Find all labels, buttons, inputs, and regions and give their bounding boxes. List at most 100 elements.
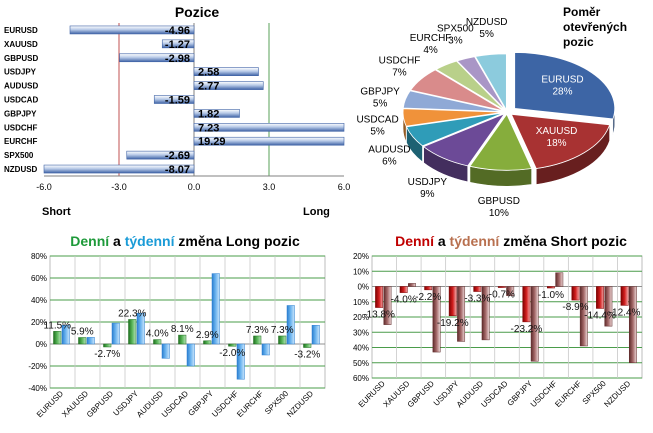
bar-eurchf [193, 136, 345, 146]
value-label: 2.58 [198, 67, 219, 79]
data-label: -3.2% [294, 350, 320, 361]
long-bars [53, 273, 320, 380]
daily-bar-xauusd [78, 337, 87, 345]
daily-bar-gbpjpy [203, 340, 212, 345]
x-tick-label: 6.0 [338, 182, 351, 192]
slice-name: USDCAD [356, 114, 398, 125]
daily-bar-nzdusd [620, 286, 629, 306]
slice-percent: 6% [382, 156, 397, 167]
weekly-bar-usdchf [236, 343, 245, 380]
bar-eurusd [69, 25, 195, 35]
weekly-bar-gbpjpy [530, 286, 539, 362]
daily-bar-xauusd [399, 286, 408, 293]
slice-usdchf [410, 69, 504, 112]
daily-bar-usdjpy [448, 286, 457, 317]
category-label: EURUSD [4, 26, 38, 35]
slice-name: GBPJPY [360, 86, 400, 97]
weekly-bar-eurchf [261, 343, 270, 356]
category-label: NZDUSD [602, 379, 632, 409]
slice-percent: 4% [423, 45, 438, 56]
weekly-bar-eurusd [61, 325, 70, 345]
y-tick-label: -20% [28, 362, 47, 371]
long-change-title: Denní a týdenní změna Long pozic [70, 233, 300, 249]
long-y-ticks: -40% -20% 0% 20% 40% 60% 80% [28, 252, 47, 393]
data-label: -2.7% [94, 349, 120, 360]
daily-bar-audusd [153, 339, 162, 345]
slice-nzdusd [474, 53, 507, 112]
x-tick-label: 3.0 [263, 182, 276, 192]
y-tick-label: 60% [353, 374, 369, 383]
weekly-bar-usdcad [186, 343, 195, 367]
positions-title: Pozice [175, 4, 220, 20]
short-change-title: Denní a týdenní změna Short pozic [395, 233, 627, 249]
weekly-bar-audusd [161, 343, 170, 359]
slice-eurusd [514, 52, 616, 120]
slice-name: SPX500 [437, 23, 474, 34]
data-label: 4.0% [146, 329, 169, 340]
daily-bar-usdcad [178, 334, 187, 345]
weekly-bar-gbpjpy [211, 273, 220, 345]
slice-gbpjpy [402, 90, 504, 112]
title-part: týdenní [125, 233, 176, 249]
bar-usdcad [153, 95, 195, 104]
daily-bar-gbpusd [103, 343, 112, 348]
data-label: -23.2% [511, 324, 543, 335]
title-part: a [109, 233, 125, 249]
data-label: 11.5% [43, 320, 71, 331]
data-label: 2.9% [196, 330, 219, 341]
positions-bars: -4.96 -1.27 -2.98 2.58 2.77 -1.59 1.82 7.23 19.2… [43, 25, 345, 176]
weekly-bar-usdjpy [136, 312, 145, 345]
category-label: NZDUSD [285, 389, 315, 419]
weekly-bar-eurchf [579, 286, 588, 347]
slice-percent: 28% [552, 86, 572, 97]
bar-usdchf [193, 123, 345, 132]
weekly-bar-eurusd [383, 286, 392, 325]
weekly-bar-xauusd [86, 337, 95, 345]
data-label: -3.3% [464, 294, 490, 305]
data-label: -2.2% [415, 292, 441, 303]
value-label: -4.96 [165, 25, 190, 37]
weekly-bar-gbpusd [432, 286, 441, 353]
title-part: a [434, 233, 450, 249]
category-label: EURCHF [553, 379, 583, 409]
data-label: -0.7% [489, 290, 515, 301]
weekly-bar-spx500 [604, 286, 613, 327]
slice-name: EURCHF [410, 33, 452, 44]
y-tick-label: 40% [353, 344, 369, 353]
long-change-chart: Denní a týdenní změna Long pozic -40% -20… [28, 233, 326, 420]
slice-name: XAUUSD [536, 126, 578, 137]
category-label: USDCAD [160, 389, 190, 419]
value-label: -2.69 [165, 150, 190, 162]
short-change-chart: Denní a týdenní změna Short pozic 20% 10%… [353, 233, 643, 410]
value-label: 7.23 [198, 122, 219, 134]
data-label: -1.0% [538, 290, 564, 301]
short-category-labels: EURUSDXAUUSDGBPUSDUSDJPYAUDUSDUSDCADGBPJ… [357, 379, 633, 410]
x-tick-label: -3.0 [111, 182, 127, 192]
slice-name: NZDUSD [466, 17, 508, 28]
slice-usdcad [402, 108, 504, 127]
slice-eurchf [435, 60, 505, 111]
slice-percent: 5% [479, 29, 494, 40]
daily-bar-spx500 [278, 335, 287, 345]
slice-name: USDJPY [408, 177, 448, 188]
category-label: EURCHF [4, 137, 37, 146]
value-label: -1.27 [165, 39, 190, 51]
short-data-labels: -13.8% -4.0%-2.2% -19.2% -3.3%-0.7% -23.2% -1… [363, 290, 640, 335]
slice-percent: 3% [448, 35, 463, 46]
title-line: pozic [563, 35, 594, 49]
data-label: 22.3% [118, 308, 146, 319]
bar-audusd [193, 81, 264, 90]
title-part: změna Short pozic [499, 233, 627, 249]
data-label: -4.0% [391, 295, 417, 306]
slice-xauusd [510, 113, 611, 169]
long-data-labels: 11.5%5.9%-2.7% 22.3%4.0% 8.1%2.9%-2.0% 7.3%… [43, 308, 320, 360]
positions-chart: Pozice -4.96 -1.27 -2.98 2.58 2.77 -1.59 1.82 7… [4, 4, 350, 218]
slice-name: AUDUSD [368, 144, 410, 155]
category-label: NZDUSD [4, 165, 38, 174]
long-category-labels: EURUSDXAUUSDGBPUSDUSDJPYAUDUSDUSDCADGBPJ… [35, 389, 315, 420]
bar-usdjpy [193, 67, 259, 76]
y-tick-label: 50% [353, 359, 369, 368]
